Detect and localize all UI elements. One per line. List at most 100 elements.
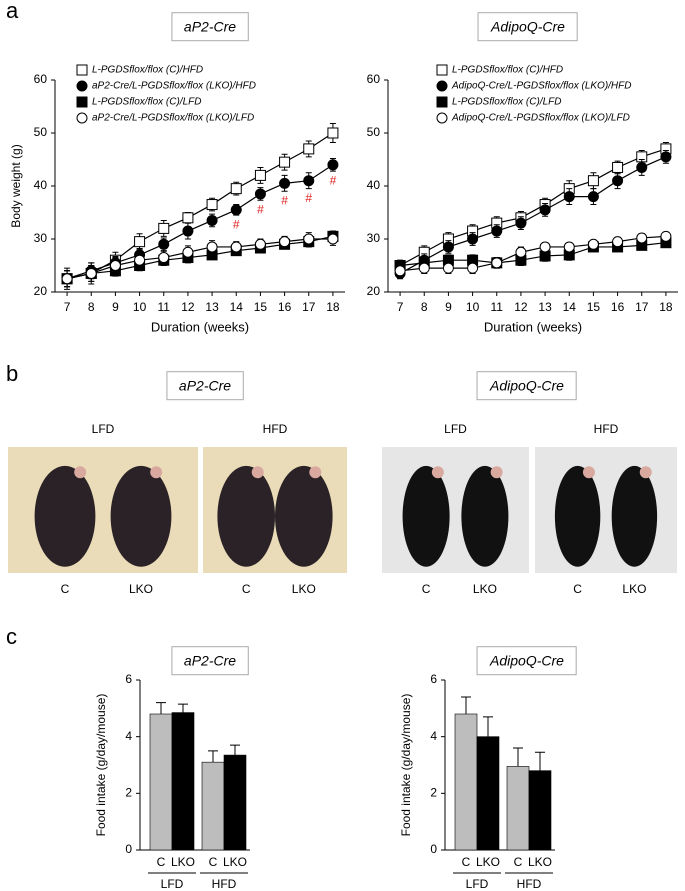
- y-tick-label: 30: [367, 231, 381, 245]
- legend-marker: [436, 112, 448, 124]
- diet-label: HFD: [594, 422, 619, 436]
- error-bar: [461, 696, 471, 714]
- mouse-ear: [639, 466, 652, 479]
- legend-label: L-PGDSflox/flox (C)/HFD: [92, 65, 203, 76]
- x-tick-label: C: [209, 855, 218, 869]
- mouse-ear: [251, 466, 264, 479]
- x-tick-label: LKO: [476, 855, 500, 869]
- series-line: [399, 148, 667, 267]
- y-tick-label: 6: [125, 672, 132, 686]
- x-tick-label: 14: [230, 300, 244, 314]
- marker: [158, 252, 170, 264]
- marker: [539, 241, 551, 253]
- title: aP2-Cre: [184, 653, 236, 669]
- mouse-ear: [150, 466, 163, 479]
- marker: [491, 225, 503, 237]
- y-tick-label: 0: [430, 842, 437, 856]
- title: AdipoQ-Cre: [490, 19, 565, 35]
- y-tick-label: 30: [34, 231, 48, 245]
- annotation: #: [233, 217, 240, 231]
- group-label: LFD: [161, 877, 184, 891]
- legend-label: AdipoQ-Cre/L-PGDSflox/flox (LKO)/LFD: [451, 113, 630, 124]
- x-tick-label: 17: [302, 300, 316, 314]
- mouse-label: C: [242, 582, 251, 596]
- mouse-label: LKO: [473, 582, 497, 596]
- x-tick-label: 12: [181, 300, 195, 314]
- series-line: [400, 235, 666, 272]
- series-line: [400, 242, 666, 267]
- mouse: [402, 465, 450, 567]
- marker: [442, 241, 454, 253]
- x-tick-label: 18: [326, 300, 340, 314]
- mouse-ear: [582, 466, 595, 479]
- marker: [467, 233, 479, 245]
- title: AdipoQ-Cre: [489, 653, 564, 669]
- marker: [182, 246, 194, 258]
- title: aP2-Cre: [184, 19, 236, 35]
- title-box: [477, 12, 578, 42]
- mouse-ear: [490, 466, 503, 479]
- marker: [134, 236, 146, 248]
- y-tick-label: 50: [34, 125, 48, 139]
- x-tick-label: 11: [158, 300, 171, 314]
- y-tick-label: 60: [34, 72, 48, 86]
- marker: [206, 199, 218, 211]
- bar: [506, 766, 530, 851]
- marker: [182, 212, 194, 224]
- y-tick-label: 20: [34, 284, 48, 298]
- marker: [61, 273, 73, 285]
- legend-label: L-PGDSflox/flox (C)/LFD: [92, 97, 201, 108]
- panel-label: b: [6, 361, 18, 386]
- marker: [85, 267, 97, 279]
- marker: [612, 175, 624, 187]
- marker: [206, 241, 218, 253]
- marker: [254, 238, 266, 250]
- x-tick-label: 13: [538, 300, 552, 314]
- annotation: #: [305, 191, 312, 205]
- x-tick-label: 15: [254, 300, 268, 314]
- annotation: #: [257, 202, 264, 216]
- marker: [563, 191, 575, 203]
- mouse: [554, 465, 601, 567]
- diet-label: LFD: [92, 422, 115, 436]
- x-tick-label: 8: [421, 300, 428, 314]
- group-label: HFD: [517, 877, 542, 891]
- mouse: [110, 465, 172, 567]
- legend-marker: [76, 64, 88, 76]
- legend-marker: [436, 64, 448, 76]
- error-bar: [208, 750, 218, 763]
- error-bar: [535, 751, 545, 771]
- title: AdipoQ-Cre: [489, 378, 564, 394]
- title-box: [166, 371, 244, 401]
- legend-label: AdipoQ-Cre/L-PGDSflox/flox (LKO)/HFD: [451, 81, 632, 92]
- series-line: [66, 164, 334, 280]
- mouse-label: LKO: [129, 582, 153, 596]
- bar: [223, 754, 247, 851]
- legend-marker: [76, 112, 88, 124]
- diet-label: LFD: [444, 422, 467, 436]
- x-tick-label: LKO: [171, 855, 195, 869]
- y-axis-label: Food intake (g/day/mouse): [94, 694, 108, 837]
- mouse-label: LKO: [292, 582, 316, 596]
- marker: [394, 265, 406, 277]
- mouse-ear: [74, 466, 87, 479]
- x-axis-label: Duration (weeks): [151, 319, 249, 334]
- group-label: HFD: [212, 877, 237, 891]
- annotation: #: [281, 193, 288, 207]
- y-tick-label: 40: [34, 178, 48, 192]
- legend-label: L-PGDSflox/flox (C)/HFD: [452, 65, 563, 76]
- marker: [442, 262, 454, 274]
- marker: [279, 177, 291, 189]
- legend-marker: [436, 80, 448, 92]
- title: aP2-Cre: [179, 378, 231, 394]
- marker: [515, 217, 527, 229]
- marker: [418, 262, 430, 274]
- x-tick-label: 9: [445, 300, 452, 314]
- marker: [612, 236, 624, 248]
- legend-marker: [436, 96, 448, 108]
- x-tick-label: C: [462, 855, 471, 869]
- x-tick-label: C: [514, 855, 523, 869]
- marker: [158, 238, 170, 250]
- title-box: [476, 371, 577, 401]
- legend-label: L-PGDSflox/flox (C)/LFD: [452, 97, 561, 108]
